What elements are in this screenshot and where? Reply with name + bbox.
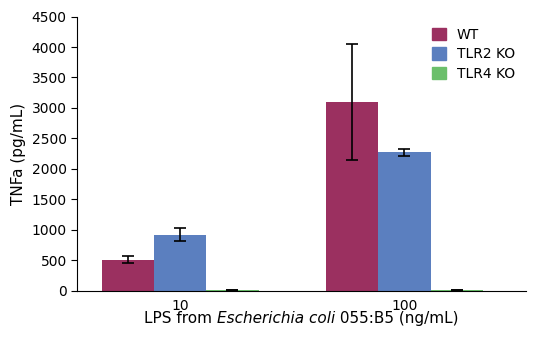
Text: 055:B5 (ng/mL): 055:B5 (ng/mL): [336, 311, 459, 326]
Y-axis label: TNFa (pg/mL): TNFa (pg/mL): [11, 103, 26, 204]
Text: Escherichia coli: Escherichia coli: [217, 311, 336, 326]
Text: LPS from: LPS from: [144, 311, 217, 326]
Bar: [154, 235, 206, 291]
Bar: [378, 152, 431, 291]
Bar: [326, 102, 378, 291]
Bar: [101, 260, 154, 291]
Legend: WT, TLR2 KO, TLR4 KO: WT, TLR2 KO, TLR4 KO: [427, 23, 519, 85]
